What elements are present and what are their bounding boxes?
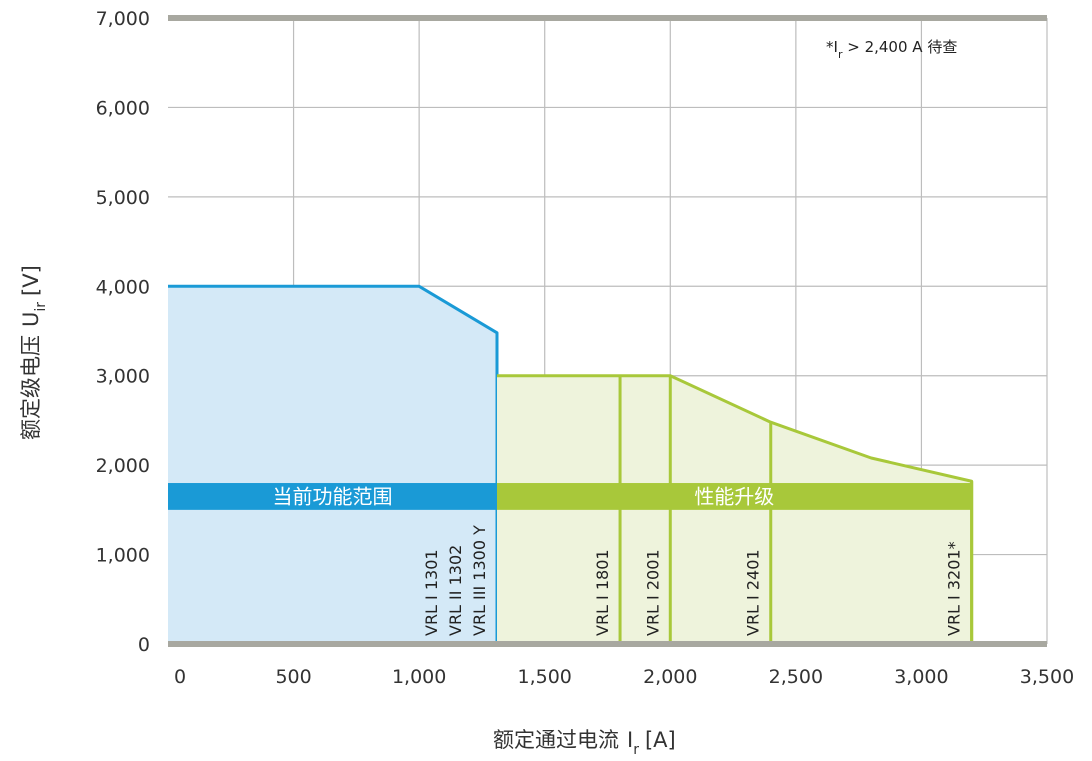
- y-tick-label: 3,000: [96, 366, 150, 388]
- x-tick-label: 3,500: [1020, 666, 1074, 688]
- y-tick-label: 5,000: [96, 187, 150, 209]
- model-label: VRL III 1300 Y: [470, 525, 489, 636]
- model-label: VRL I 1801: [593, 549, 612, 636]
- x-tick-label: 1,500: [518, 666, 572, 688]
- band-label-1: 当前功能范围: [272, 484, 392, 508]
- y-tick-label: 6,000: [96, 97, 150, 119]
- y-axis-title: 额定级电压Uir[V]: [19, 265, 49, 440]
- series-area-1: [168, 286, 497, 644]
- model-label: VRL I 1301: [422, 549, 441, 636]
- y-tick-label: 4,000: [96, 276, 150, 298]
- band-label-2: 性能升级: [694, 484, 774, 508]
- model-label: VRL I 3201*: [945, 541, 964, 636]
- x-tick-label: 0: [174, 666, 186, 688]
- model-label: VRL II 1302: [446, 545, 465, 636]
- x-tick-label: 2,000: [643, 666, 697, 688]
- y-tick-label: 1,000: [96, 545, 150, 567]
- model-label: VRL I 2401: [744, 549, 763, 636]
- y-tick-label: 2,000: [96, 455, 150, 477]
- y-tick-label: 0: [138, 634, 150, 656]
- pending-note: *Ir > 2,400 A 待查: [826, 38, 957, 61]
- x-tick-label: 2,500: [769, 666, 823, 688]
- x-tick-label: 1,000: [392, 666, 446, 688]
- axes: [168, 15, 1047, 647]
- tick-labels: 0 500 1,000 1,500 2,000 2,500 3,000 3,500 0 1,000…: [96, 8, 1075, 688]
- x-tick-label: 3,000: [894, 666, 948, 688]
- areas: [168, 284, 974, 644]
- band-1: [168, 483, 497, 510]
- x-tick-label: 500: [275, 666, 311, 688]
- range-bands: 当前功能范围 性能升级: [168, 483, 972, 510]
- y-tick-label: 7,000: [96, 8, 150, 30]
- band-2: [496, 483, 972, 510]
- model-label: VRL I 2001: [643, 549, 662, 636]
- x-axis-title: 额定通过电流 Ir [A]: [493, 728, 676, 758]
- model-labels: VRL I 1301 VRL II 1302 VRL III 1300 Y VRL I…: [422, 525, 964, 636]
